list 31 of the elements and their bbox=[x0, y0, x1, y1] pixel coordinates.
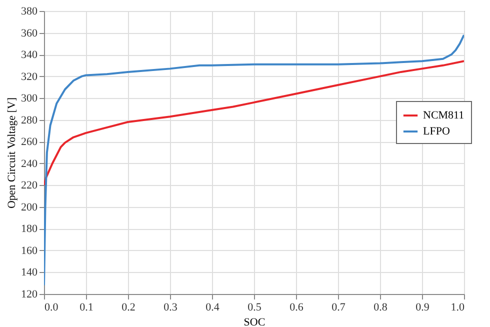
y-tick-label: 200 bbox=[21, 201, 38, 214]
x-axis-title: SOC bbox=[244, 316, 266, 327]
x-tick-label: 0.5 bbox=[248, 302, 262, 314]
y-axis-title: Open Circuit Voltage [V] bbox=[6, 97, 18, 209]
x-tick-label: 0.6 bbox=[290, 302, 304, 314]
legend-label: LFPO bbox=[423, 126, 450, 138]
y-tick-label: 340 bbox=[21, 49, 38, 62]
y-tick-label: 320 bbox=[21, 70, 38, 83]
x-tick-label: 0.4 bbox=[206, 302, 220, 314]
legend-label: NCM811 bbox=[423, 110, 464, 122]
y-tick-label: 160 bbox=[21, 244, 38, 257]
y-tick-label: 280 bbox=[21, 114, 38, 126]
y-tick-label: 380 bbox=[21, 6, 38, 18]
y-tick-label: 180 bbox=[21, 223, 38, 236]
y-tick-label: 120 bbox=[21, 288, 38, 300]
x-tick-label: 0.2 bbox=[122, 302, 136, 314]
x-tick-label: 0.0 bbox=[44, 302, 59, 314]
x-tick-label: 1.0 bbox=[450, 302, 465, 314]
x-tick-label: 0.9 bbox=[416, 302, 430, 314]
x-tick-label: 0.1 bbox=[80, 302, 94, 314]
x-tick-label: 0.7 bbox=[332, 302, 346, 314]
x-tick-label: 0.3 bbox=[164, 302, 178, 314]
line-series bbox=[44, 34, 464, 286]
y-tick-label: 140 bbox=[21, 266, 38, 279]
y-tick-label: 220 bbox=[21, 180, 38, 192]
y-tick-label: 260 bbox=[21, 136, 38, 148]
y-tick-label: 360 bbox=[21, 27, 38, 40]
line-series bbox=[44, 60, 464, 186]
y-tick-label: 300 bbox=[21, 92, 38, 105]
y-tick-label: 240 bbox=[21, 158, 38, 170]
x-tick-label: 0.8 bbox=[374, 302, 388, 314]
